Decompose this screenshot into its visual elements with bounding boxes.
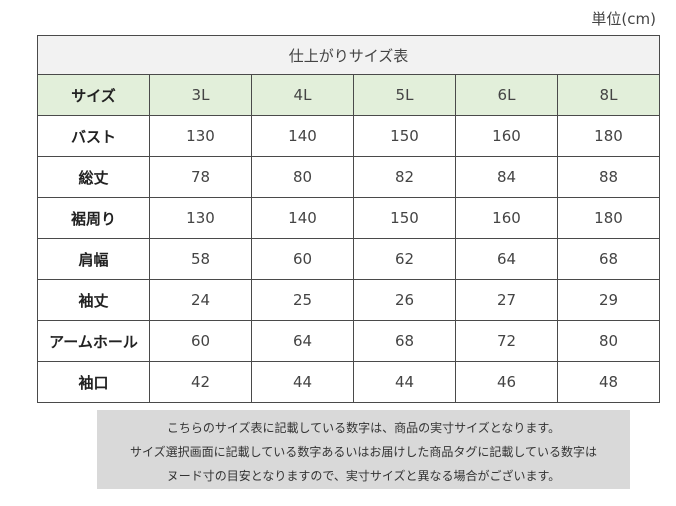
- table-row: 肩幅 58 60 62 64 68: [37, 238, 660, 280]
- table-cell: 68: [557, 238, 660, 280]
- table-cell: 68: [353, 320, 456, 362]
- size-header-cell: 3L: [149, 74, 252, 116]
- table-cell: 29: [557, 279, 660, 321]
- size-header-cell: 6L: [455, 74, 558, 116]
- table-cell: 180: [557, 197, 660, 239]
- table-row: アームホール 60 64 68 72 80: [37, 320, 660, 362]
- table-cell: 64: [455, 238, 558, 280]
- table-cell: 48: [557, 361, 660, 403]
- table-row: 裾周り 130 140 150 160 180: [37, 197, 660, 239]
- table-cell: 130: [149, 115, 252, 157]
- size-table: 仕上がりサイズ表 サイズ 3L 4L 5L 6L 8L バスト 130 140 …: [37, 35, 660, 403]
- size-note-box: こちらのサイズ表に記載している数字は、商品の実寸サイズとなります。 サイズ選択画…: [97, 410, 630, 489]
- table-cell: 150: [353, 197, 456, 239]
- table-cell: 180: [557, 115, 660, 157]
- table-cell: 78: [149, 156, 252, 198]
- table-cell: 82: [353, 156, 456, 198]
- row-label: アームホール: [37, 320, 150, 362]
- table-cell: 140: [251, 115, 354, 157]
- table-cell: 72: [455, 320, 558, 362]
- table-cell: 140: [251, 197, 354, 239]
- unit-label: 単位(cm): [591, 10, 656, 28]
- table-cell: 130: [149, 197, 252, 239]
- table-row: バスト 130 140 150 160 180: [37, 115, 660, 157]
- size-header-label: サイズ: [37, 74, 150, 116]
- table-cell: 80: [557, 320, 660, 362]
- table-cell: 160: [455, 115, 558, 157]
- table-cell: 24: [149, 279, 252, 321]
- table-row: 総丈 78 80 82 84 88: [37, 156, 660, 198]
- table-cell: 46: [455, 361, 558, 403]
- table-cell: 160: [455, 197, 558, 239]
- table-cell: 27: [455, 279, 558, 321]
- row-label: 袖丈: [37, 279, 150, 321]
- note-line: こちらのサイズ表に記載している数字は、商品の実寸サイズとなります。: [166, 421, 561, 435]
- table-cell: 84: [455, 156, 558, 198]
- table-row: 袖口 42 44 44 46 48: [37, 361, 660, 403]
- table-cell: 88: [557, 156, 660, 198]
- size-header-cell: 5L: [353, 74, 456, 116]
- table-title: 仕上がりサイズ表: [37, 35, 660, 75]
- table-cell: 42: [149, 361, 252, 403]
- row-label: 袖口: [37, 361, 150, 403]
- row-label: 肩幅: [37, 238, 150, 280]
- table-cell: 60: [251, 238, 354, 280]
- table-cell: 64: [251, 320, 354, 362]
- table-cell: 58: [149, 238, 252, 280]
- table-cell: 25: [251, 279, 354, 321]
- row-label: 裾周り: [37, 197, 150, 239]
- size-header-cell: 4L: [251, 74, 354, 116]
- note-line: サイズ選択画面に記載している数字あるいはお届けした商品タグに記載している数字は: [130, 445, 597, 459]
- row-label: バスト: [37, 115, 150, 157]
- table-cell: 26: [353, 279, 456, 321]
- table-title-row: 仕上がりサイズ表: [37, 35, 660, 75]
- table-cell: 44: [353, 361, 456, 403]
- row-label: 総丈: [37, 156, 150, 198]
- table-row: 袖丈 24 25 26 27 29: [37, 279, 660, 321]
- size-header-row: サイズ 3L 4L 5L 6L 8L: [37, 74, 660, 116]
- table-cell: 150: [353, 115, 456, 157]
- table-cell: 44: [251, 361, 354, 403]
- table-cell: 62: [353, 238, 456, 280]
- table-cell: 60: [149, 320, 252, 362]
- size-header-cell: 8L: [557, 74, 660, 116]
- note-line: ヌード寸の目安となりますので、実寸サイズと異なる場合がございます。: [166, 469, 561, 483]
- table-cell: 80: [251, 156, 354, 198]
